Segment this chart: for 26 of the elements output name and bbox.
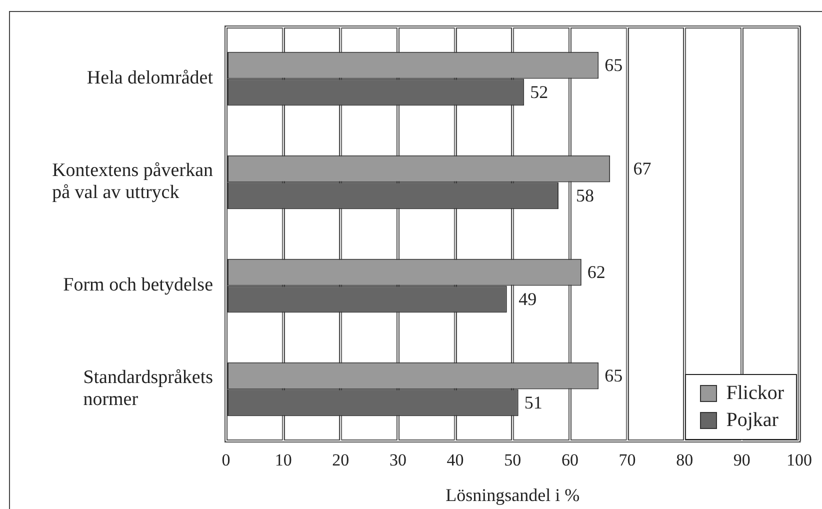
- x-tick-label: 50: [504, 450, 522, 470]
- y-tick-label: Standardspråkets normer: [83, 367, 214, 410]
- x-tick-label: 70: [618, 450, 636, 470]
- x-tick-label: 0: [222, 450, 230, 470]
- data-label: 51: [524, 392, 542, 412]
- data-label: 52: [530, 82, 548, 102]
- data-label: 58: [576, 185, 594, 206]
- data-label: 62: [587, 262, 606, 282]
- data-label: 67: [633, 158, 652, 179]
- x-tick-label: 10: [274, 450, 292, 470]
- legend-label: Flickor: [726, 381, 784, 406]
- y-tick-label: Form och betydelse: [63, 274, 213, 296]
- x-tick-label: 40: [446, 450, 464, 470]
- x-tick-label: 60: [561, 450, 578, 470]
- data-label: 49: [518, 288, 537, 309]
- y-tick-label: Kontextens påverkan på val av uttryck: [52, 160, 214, 204]
- x-tick-label: 20: [332, 450, 350, 470]
- y-tick-label: Hela delområdet: [86, 68, 214, 89]
- data-label: 65: [604, 366, 623, 386]
- x-axis-title: Lösningsandel i %: [446, 484, 580, 505]
- legend-label: Pojkar: [726, 408, 778, 433]
- x-tick-label: 30: [389, 450, 406, 470]
- data-label: 65: [604, 55, 623, 76]
- x-tick-label: 100: [786, 450, 812, 470]
- x-tick-label: 90: [733, 450, 750, 470]
- x-tick-label: 80: [676, 450, 694, 470]
